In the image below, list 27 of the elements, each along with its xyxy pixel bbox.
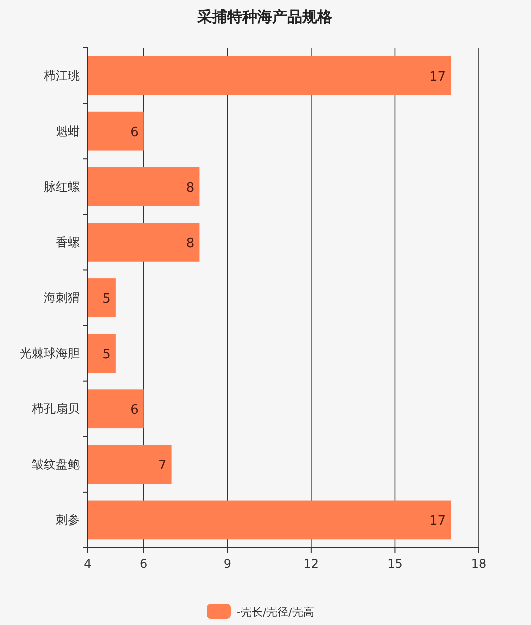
x-tick-label: 6 — [140, 557, 148, 571]
title: 采捕特种海产品规格 — [198, 8, 332, 26]
data-label: 6 — [130, 403, 139, 418]
y-tick-label: 光棘球海胆 — [20, 346, 80, 361]
y-tick-label: 魁蚶 — [56, 124, 80, 138]
data-label: 5 — [102, 292, 111, 307]
data-label: 8 — [186, 180, 195, 196]
x-tick-label: 9 — [224, 557, 232, 571]
y-tick-label: 刺参 — [56, 513, 80, 528]
x-tick-label: 4 — [84, 557, 92, 571]
x-tick-label: 15 — [388, 557, 403, 571]
y-tick-label: 栉孔扇贝 — [31, 402, 80, 416]
x-tick-label: 18 — [471, 557, 487, 571]
data-label: 5 — [102, 348, 111, 363]
legend: -壳长/壳径/壳高 — [207, 604, 314, 619]
y-tick-label: 栉江珧 — [43, 68, 80, 83]
data-label: 17 — [430, 70, 446, 85]
y-tick-label: 皱纹盘鲍 — [32, 458, 80, 472]
y-tick-label: 香螺 — [56, 235, 80, 250]
y-tick-label: 海刺猬 — [44, 291, 80, 305]
data-label: 6 — [130, 125, 139, 140]
data-label: 8 — [186, 236, 195, 252]
y-tick-label: 脉红螺 — [44, 180, 80, 194]
data-label: 7 — [158, 458, 167, 474]
data-label: 17 — [430, 514, 446, 530]
x-tick-label: 12 — [304, 557, 320, 571]
legend-label: -壳长/壳径/壳高 — [237, 606, 314, 619]
